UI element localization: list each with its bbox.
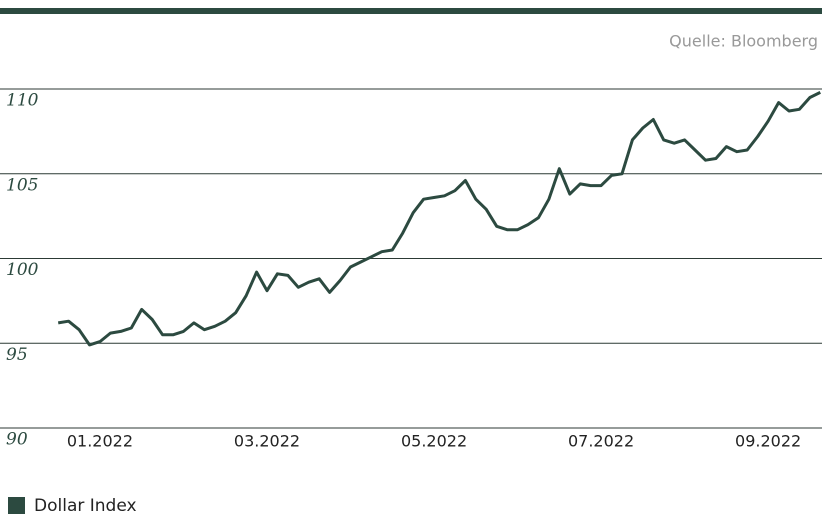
- y-tick-label: 95: [6, 345, 28, 365]
- x-tick-label: 09.2022: [735, 432, 801, 451]
- line: [57, 91, 821, 347]
- top-bar: [0, 8, 822, 14]
- x-tick-label: 01.2022: [67, 432, 133, 451]
- source: Quelle: Bloomberg: [669, 32, 818, 51]
- y-tick-label: 90: [6, 430, 28, 450]
- y-tick-label: 105: [6, 175, 38, 195]
- legend-swatch: [8, 497, 25, 514]
- x-tick-label: 03.2022: [234, 432, 300, 451]
- x-tick-label: 07.2022: [568, 432, 634, 451]
- legend-label: Dollar Index: [34, 496, 137, 516]
- x-tick-label: 05.2022: [401, 432, 467, 451]
- y-tick-label: 100: [6, 260, 39, 280]
- y-tick-label: 110: [6, 91, 39, 111]
